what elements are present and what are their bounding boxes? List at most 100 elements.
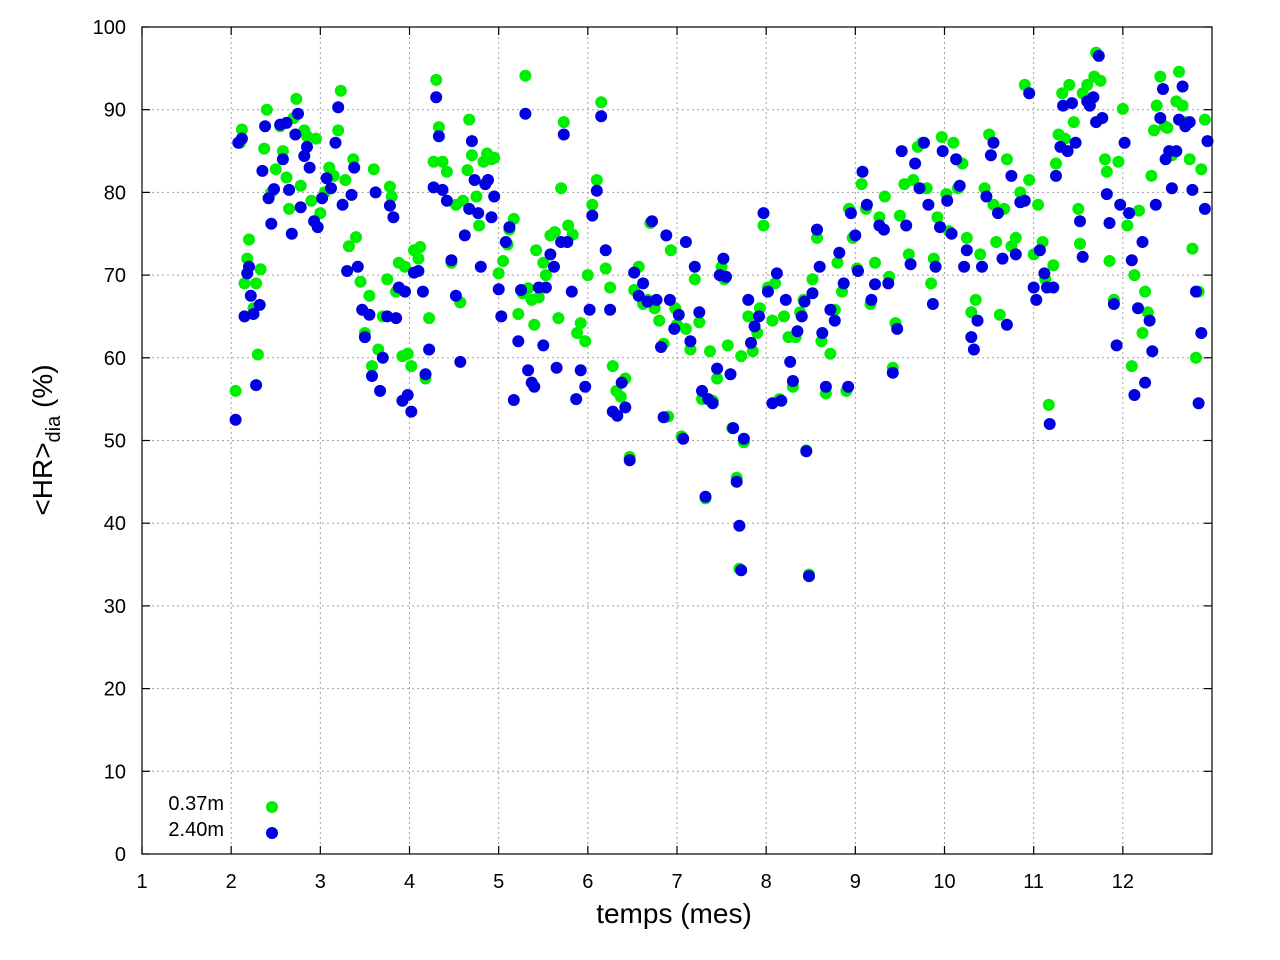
data-point: [492, 267, 505, 280]
data-point: [909, 157, 922, 170]
data-point: [294, 201, 307, 214]
data-point: [550, 361, 563, 374]
data-point: [969, 293, 982, 306]
data-point: [721, 339, 734, 352]
data-point: [1023, 174, 1036, 186]
data-point: [1154, 112, 1167, 124]
data-point: [427, 155, 440, 168]
data-point: [537, 339, 550, 352]
data-point: [757, 219, 770, 232]
data-point: [711, 372, 724, 385]
data-point: [238, 277, 251, 290]
x-tick-label: 7: [671, 871, 682, 893]
data-point: [363, 308, 376, 321]
data-point: [1143, 314, 1156, 327]
data-point: [811, 223, 823, 236]
data-point: [1183, 153, 1196, 166]
data-point: [1050, 169, 1062, 182]
x-tick-label: 6: [582, 871, 593, 893]
data-point: [445, 254, 458, 267]
data-point: [1176, 80, 1189, 93]
data-point: [1114, 198, 1127, 211]
data-point: [565, 285, 578, 298]
data-point: [570, 393, 583, 406]
data-point: [1081, 78, 1094, 91]
data-point: [416, 285, 429, 298]
data-point: [816, 327, 829, 339]
x-tick-label: 12: [1112, 871, 1134, 893]
data-point: [950, 153, 963, 166]
x-tick-label: 11: [1023, 871, 1044, 893]
data-point: [595, 110, 608, 123]
data-point: [399, 260, 411, 273]
data-point: [869, 256, 881, 269]
data-point: [1072, 202, 1085, 215]
data-point: [571, 327, 584, 339]
data-point: [280, 171, 293, 184]
data-point: [735, 350, 748, 363]
data-point: [503, 221, 516, 234]
data-point: [967, 343, 980, 356]
data-point: [657, 411, 670, 424]
data-point: [803, 570, 815, 583]
data-point: [301, 140, 313, 153]
data-point: [436, 155, 449, 168]
data-point: [1063, 78, 1076, 91]
data-point: [693, 316, 706, 329]
data-point: [461, 164, 474, 177]
data-point: [1061, 145, 1074, 158]
data-point: [229, 384, 242, 397]
data-point: [800, 445, 813, 458]
data-point: [893, 209, 906, 222]
data-point: [1069, 136, 1082, 149]
data-point: [677, 432, 690, 445]
data-point: [842, 380, 855, 393]
data-point: [528, 318, 541, 331]
data-point: [831, 256, 844, 269]
data-point: [945, 227, 958, 240]
data-point: [329, 136, 342, 149]
data-point: [579, 380, 592, 393]
data-point: [334, 84, 347, 97]
data-point: [492, 283, 505, 296]
data-point: [996, 252, 1009, 265]
data-point: [1121, 219, 1134, 232]
data-point: [742, 293, 755, 306]
data-point: [1190, 285, 1202, 298]
legend: 0.37m 2.40m: [168, 793, 278, 841]
data-point: [423, 343, 436, 356]
data-point: [289, 128, 302, 141]
data-point: [907, 174, 920, 186]
data-point: [376, 351, 389, 364]
data-point: [813, 260, 826, 273]
y-tick-label: 90: [104, 100, 126, 122]
data-point: [1009, 231, 1022, 244]
data-point: [1005, 169, 1018, 182]
data-point: [1030, 293, 1043, 306]
data-point: [548, 226, 561, 239]
data-point: [1176, 99, 1189, 112]
data-point: [555, 182, 568, 195]
data-point: [873, 211, 886, 224]
data-point: [1195, 327, 1208, 339]
data-point: [463, 202, 476, 215]
x-tick-label: 1: [136, 871, 147, 893]
data-point: [852, 265, 864, 277]
data-point: [1132, 204, 1145, 217]
data-point: [325, 182, 337, 195]
data-point: [1092, 49, 1105, 62]
data-point: [806, 273, 819, 286]
data-point: [934, 221, 946, 234]
y-tick-label: 0: [115, 844, 126, 866]
data-point: [918, 136, 930, 149]
data-point: [641, 295, 654, 308]
data-point: [720, 270, 732, 283]
data-point: [1195, 163, 1208, 176]
series-0-37m: [229, 46, 1211, 581]
data-point: [769, 277, 782, 290]
data-point: [696, 384, 708, 397]
data-point: [473, 219, 486, 232]
data-point: [454, 355, 467, 368]
data-point: [497, 255, 510, 267]
data-point: [374, 384, 387, 397]
